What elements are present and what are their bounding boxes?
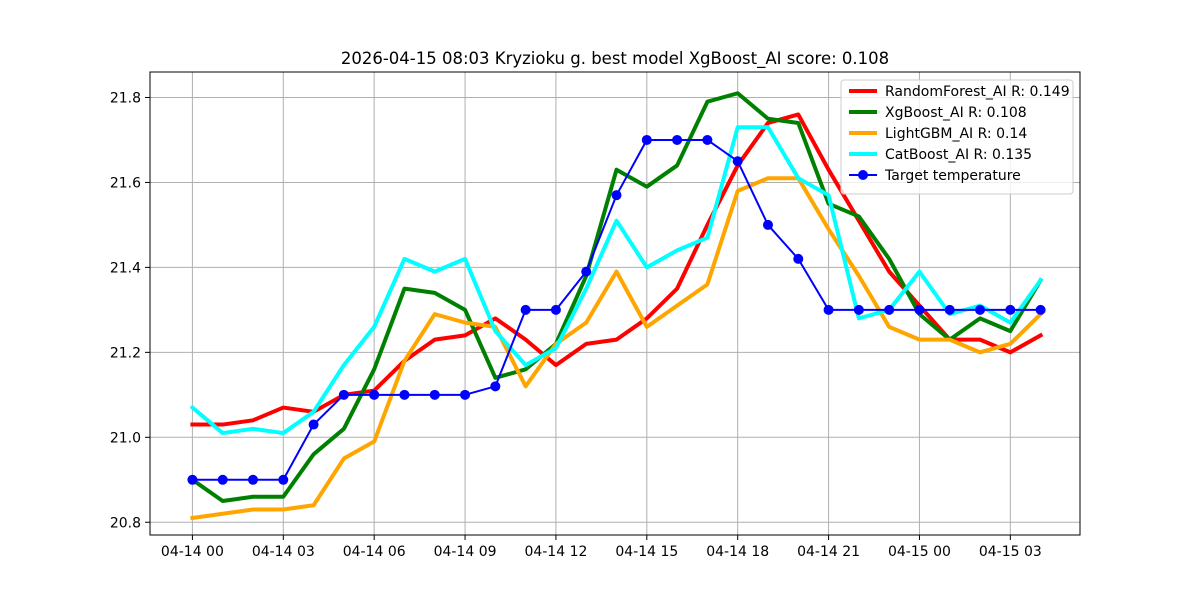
x-tick-label: 04-14 15: [615, 544, 678, 560]
legend-entry: CatBoost_AI R: 0.135: [849, 147, 1032, 163]
legend-label: RandomForest_AI R: 0.149: [885, 84, 1070, 100]
series-4: [187, 134, 1046, 485]
y-tick-label: 20.8: [110, 515, 141, 531]
legend-label: Target temperature: [884, 168, 1021, 184]
x-tick-label: 04-14 18: [706, 544, 769, 560]
data-point: [732, 156, 743, 167]
data-point: [975, 304, 986, 315]
data-point: [823, 304, 834, 315]
legend-entry: LightGBM_AI R: 0.14: [849, 126, 1027, 142]
data-point: [550, 304, 561, 315]
legend-entry: Target temperature: [849, 168, 1021, 184]
data-point: [278, 474, 289, 485]
plot-frame: [149, 71, 1081, 536]
data-point: [611, 190, 622, 201]
data-point: [1035, 304, 1046, 315]
x-tick-label: 04-14 00: [161, 544, 224, 560]
data-point: [187, 474, 198, 485]
data-point: [793, 253, 804, 264]
chart-title: 2026-04-15 08:03 Kryzioku g. best model …: [341, 49, 889, 69]
data-point: [520, 304, 531, 315]
data-point: [1005, 304, 1016, 315]
data-point: [369, 389, 380, 400]
series-0: [190, 112, 1044, 427]
data-point: [944, 304, 955, 315]
series-line: [189, 125, 1044, 436]
series-line: [189, 91, 1044, 504]
y-tick-label: 21.8: [110, 90, 141, 106]
axis-layer: 04-14 00 04-14 03 04-14 06 04-14 09 04-14 12…: [110, 71, 1081, 560]
data-point: [308, 419, 319, 430]
data-point: [672, 134, 683, 145]
legend-label: LightGBM_AI R: 0.14: [885, 126, 1027, 142]
data-point: [884, 304, 895, 315]
data-point: [641, 134, 652, 145]
series-3: [189, 125, 1044, 436]
y-tick-label: 21.4: [110, 260, 141, 276]
x-tick-label: 04-14 21: [797, 544, 860, 560]
data-point: [247, 474, 258, 485]
x-tick-label: 04-14 03: [252, 544, 315, 560]
data-point: [762, 219, 773, 230]
series-2: [190, 176, 1044, 521]
data-point: [399, 389, 410, 400]
legend-entry: RandomForest_AI R: 0.149: [849, 84, 1070, 100]
x-tick-label: 04-15 00: [888, 544, 951, 560]
series-line: [190, 176, 1044, 521]
data-point: [338, 389, 349, 400]
series-1: [189, 91, 1044, 504]
y-tick-label: 21.0: [110, 430, 141, 446]
data-point: [581, 266, 592, 277]
x-tick-label: 04-15 03: [979, 544, 1042, 560]
y-tick-label: 21.2: [110, 345, 141, 361]
legend-label: CatBoost_AI R: 0.135: [885, 147, 1032, 163]
legend-label: XgBoost_AI R: 0.108: [885, 105, 1027, 121]
data-point: [490, 381, 501, 392]
legend: RandomForest_AI R: 0.149 XgBoost_AI R: 0.…: [840, 79, 1074, 195]
series-line: [190, 112, 1044, 427]
data-point: [217, 474, 228, 485]
legend-box: [840, 79, 1074, 195]
data-point: [429, 389, 440, 400]
series-layer: [187, 91, 1046, 521]
x-tick-label: 04-14 12: [524, 544, 587, 560]
legend-marker: [858, 170, 868, 180]
data-point: [914, 304, 925, 315]
data-point: [853, 304, 864, 315]
data-point: [460, 389, 471, 400]
legend-entry: XgBoost_AI R: 0.108: [849, 105, 1027, 121]
y-tick-label: 21.6: [110, 175, 141, 191]
x-tick-label: 04-14 09: [434, 544, 497, 560]
x-tick-label: 04-14 06: [343, 544, 406, 560]
data-point: [702, 134, 713, 145]
